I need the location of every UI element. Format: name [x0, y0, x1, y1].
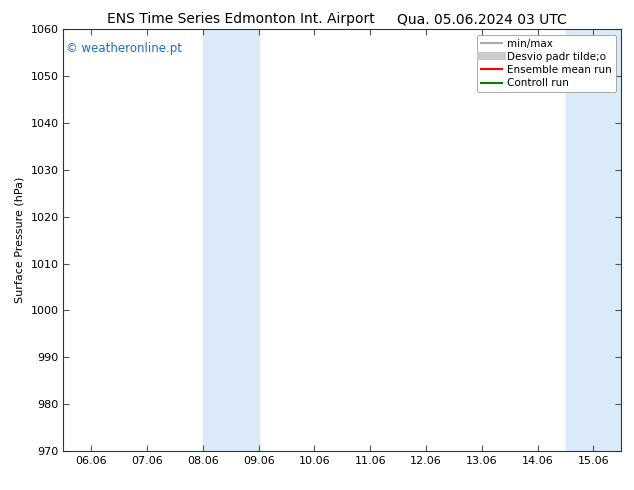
Text: Qua. 05.06.2024 03 UTC: Qua. 05.06.2024 03 UTC: [397, 12, 567, 26]
Text: ENS Time Series Edmonton Int. Airport: ENS Time Series Edmonton Int. Airport: [107, 12, 375, 26]
Bar: [203, 29, 259, 451]
Text: © weatheronline.pt: © weatheronline.pt: [66, 42, 182, 55]
Legend: min/max, Desvio padr tilde;o, Ensemble mean run, Controll run: min/max, Desvio padr tilde;o, Ensemble m…: [477, 35, 616, 92]
Bar: [566, 29, 621, 451]
Y-axis label: Surface Pressure (hPa): Surface Pressure (hPa): [15, 177, 25, 303]
